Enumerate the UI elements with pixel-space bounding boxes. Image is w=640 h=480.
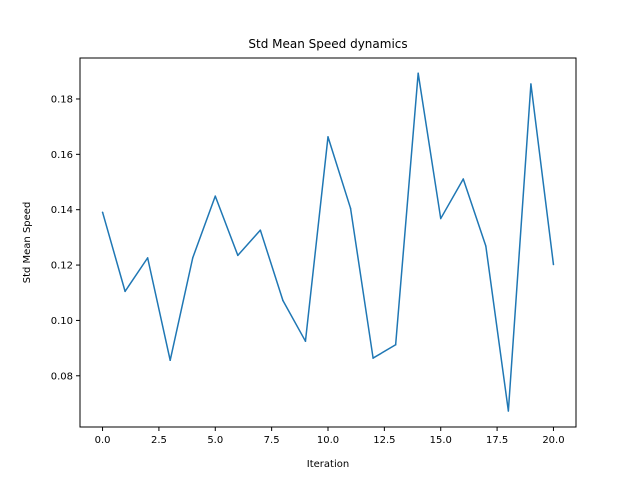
y-tick-label: 0.14 [51, 205, 73, 216]
y-tick-label: 0.12 [51, 261, 73, 272]
data-point [124, 290, 126, 293]
data-point [394, 344, 397, 346]
x-tick-label: 12.5 [373, 435, 395, 446]
x-tick-label: 15.0 [430, 435, 452, 446]
data-point [372, 357, 374, 359]
y-tick-label: 0.10 [51, 316, 73, 327]
x-tick-label: 20.0 [542, 435, 564, 446]
data-point [417, 72, 419, 74]
data-point [552, 263, 555, 266]
axes-frame [79, 57, 577, 428]
x-tick-label: 5.0 [207, 435, 223, 446]
data-point [462, 178, 465, 180]
data-point [349, 207, 352, 210]
data-point [282, 299, 284, 302]
data-point [485, 245, 487, 247]
data-point [259, 229, 262, 231]
x-tick-label: 2.5 [151, 435, 167, 446]
x-tick-label: 10.0 [317, 435, 339, 446]
data-point [191, 257, 194, 259]
data-point [304, 340, 307, 342]
data-point [327, 136, 329, 138]
x-tick-label: 7.5 [264, 435, 280, 446]
data-point [169, 359, 171, 362]
chart-title: Std Mean Speed dynamics [248, 37, 407, 51]
y-tick-label: 0.16 [51, 150, 73, 161]
y-axis-label: Std Mean Speed [22, 202, 33, 284]
y-tick-label: 0.08 [51, 371, 73, 382]
x-tick-label: 0.0 [95, 435, 111, 446]
data-point [101, 211, 104, 213]
x-tick-label: 17.5 [486, 435, 508, 446]
plot-area: 0.0 2.5 5.0 7.5 10.0 12.5 15.0 17.5 20.0 0.08 0.10… [51, 72, 565, 446]
data-point [214, 195, 217, 197]
y-tick-label: 0.18 [51, 94, 73, 105]
data-point [237, 254, 239, 257]
data-point [146, 257, 149, 259]
data-point [439, 217, 442, 220]
x-axis-label: Iteration [307, 459, 349, 470]
data-point [530, 83, 532, 85]
data-point [507, 410, 510, 412]
